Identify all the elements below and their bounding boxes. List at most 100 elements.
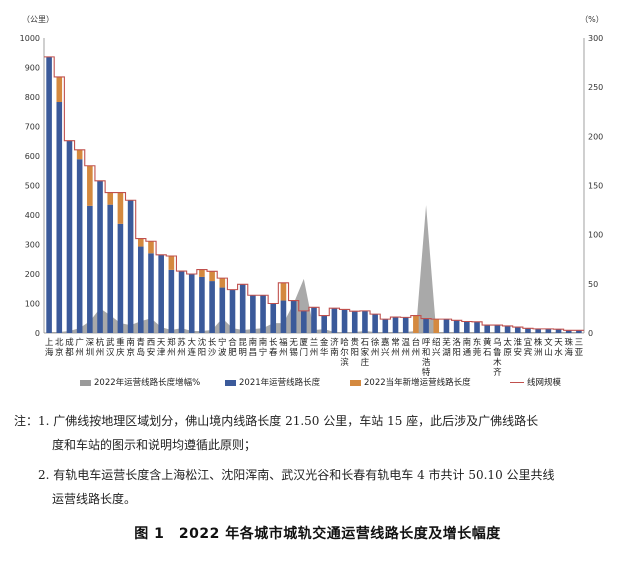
category-label: 合 xyxy=(228,337,237,348)
bar-2021 xyxy=(178,271,185,333)
category-label: 长 xyxy=(269,337,278,348)
bar-2021 xyxy=(199,276,205,333)
bar-2021 xyxy=(280,300,287,333)
bar-2021 xyxy=(372,314,378,333)
category-label: 肥 xyxy=(228,348,237,358)
left-tick-label: 500 xyxy=(25,182,40,191)
bar-2021 xyxy=(66,140,73,333)
category-label: 华 xyxy=(320,347,329,358)
legend-label-new: 2022当年新增运营线路长度 xyxy=(364,378,471,388)
category-label: 波 xyxy=(218,347,227,358)
category-label: 无 xyxy=(289,338,298,348)
legend-swatch-new xyxy=(350,379,361,386)
note-1-cont: 度和车站的图示和说明均遵循此原则； xyxy=(52,438,257,452)
category-label: 兴 xyxy=(381,348,390,358)
right-tick-label: 100 xyxy=(588,231,603,240)
category-label: 珠 xyxy=(564,337,573,348)
figure-caption: 图 1 2022 年各城市城轨交通运营线路长度及增长幅度 xyxy=(134,526,501,542)
bar-2021 xyxy=(188,274,195,333)
right-tick-label: 200 xyxy=(588,132,603,141)
bar-2021 xyxy=(127,200,134,333)
category-label: 苏 xyxy=(177,337,186,348)
category-label: 锡 xyxy=(289,348,298,358)
left-tick-label: 600 xyxy=(25,152,40,161)
category-label: 宜 xyxy=(524,337,533,348)
bar-2021 xyxy=(301,310,307,334)
bar-2021 xyxy=(423,318,429,333)
category-label: 津 xyxy=(157,347,166,358)
category-label: 安 xyxy=(514,347,523,358)
category-label: 深 xyxy=(86,338,95,348)
bar-2021 xyxy=(565,330,572,333)
bar-2021 xyxy=(331,308,338,333)
category-label: 兰 xyxy=(310,337,319,348)
bar-new-2022 xyxy=(280,282,287,301)
bar-2021 xyxy=(382,319,389,333)
category-label: 州 xyxy=(167,348,176,358)
legend-item-growth: 2022年运营线路长度增幅% xyxy=(80,376,200,388)
chart: （公里） （%） 0 100 200 300 400 500 600 700 800 900 1000 0… xyxy=(20,15,604,378)
category-label: 福 xyxy=(279,337,288,348)
category-label: 州 xyxy=(391,348,400,358)
right-axis-unit: （%） xyxy=(580,15,604,24)
category-label: 重 xyxy=(116,337,125,348)
left-tick-label: 400 xyxy=(25,211,40,220)
category-label: 阳 xyxy=(198,348,207,358)
bar-2021 xyxy=(484,325,491,333)
category-label: 州 xyxy=(96,348,105,358)
bar-2021 xyxy=(117,223,124,333)
category-label: 绍 xyxy=(432,337,441,348)
bar-2021 xyxy=(535,328,541,333)
left-tick-label: 100 xyxy=(25,300,40,309)
category-label: 郑 xyxy=(167,337,176,348)
bar-new-2022 xyxy=(137,238,144,247)
left-tick-label: 800 xyxy=(25,93,40,102)
right-tick-label: 250 xyxy=(588,83,603,92)
bar-2021 xyxy=(168,269,175,333)
left-tick-label: 700 xyxy=(25,123,40,132)
category-label: 州 xyxy=(371,348,380,358)
category-label: 广 xyxy=(75,337,84,348)
bar-2021 xyxy=(76,159,83,333)
bar-new-2022 xyxy=(433,319,440,333)
category-label: 太 xyxy=(503,337,512,348)
category-label: 厦 xyxy=(300,338,309,348)
bar-2021 xyxy=(402,317,409,333)
category-label: 春 xyxy=(269,347,278,358)
bar-2021 xyxy=(56,102,63,333)
category-label: 山 xyxy=(544,347,553,358)
note-2: 2. 有轨电车运营长度含上海松江、沈阳浑南、武汉光谷和长春有轨电车 4 市共计 … xyxy=(38,468,555,482)
category-label: 莞 xyxy=(473,347,482,358)
category-label: 济 xyxy=(330,337,339,348)
category-label: 和 xyxy=(422,348,431,358)
category-label: 州 xyxy=(412,348,421,358)
category-label: 尔 xyxy=(340,347,349,358)
note-2-cont: 运营线路长度。 xyxy=(52,492,137,506)
bar-2021 xyxy=(46,56,52,333)
bar-2021 xyxy=(351,311,358,333)
bar-2021 xyxy=(464,321,470,333)
bar-new-2022 xyxy=(168,256,175,270)
category-label: 乌 xyxy=(493,337,502,348)
bar-2021 xyxy=(209,281,215,333)
left-tick-label: 300 xyxy=(25,241,40,250)
bar-new-2022 xyxy=(117,192,124,224)
category-label: 西 xyxy=(147,338,156,348)
bar-2021 xyxy=(97,180,103,333)
category-label: 圳 xyxy=(86,347,95,358)
category-label: 嘉 xyxy=(381,337,390,348)
bar-new-2022 xyxy=(199,269,205,277)
category-label: 浩 xyxy=(422,357,431,368)
category-label: 昆 xyxy=(238,338,247,348)
category-label: 州 xyxy=(177,348,186,358)
category-label: 杭 xyxy=(96,337,105,348)
right-tick-label: 50 xyxy=(588,280,598,289)
category-label: 青 xyxy=(137,337,146,348)
category-label: 哈 xyxy=(340,337,349,348)
bar-2021 xyxy=(87,205,93,333)
legend-item-network: 线网规模 xyxy=(510,376,561,388)
category-label: 淮 xyxy=(514,337,523,348)
right-tick-label: 0 xyxy=(588,329,593,338)
category-label: 洛 xyxy=(452,337,461,348)
category-label: 宁 xyxy=(218,337,227,348)
